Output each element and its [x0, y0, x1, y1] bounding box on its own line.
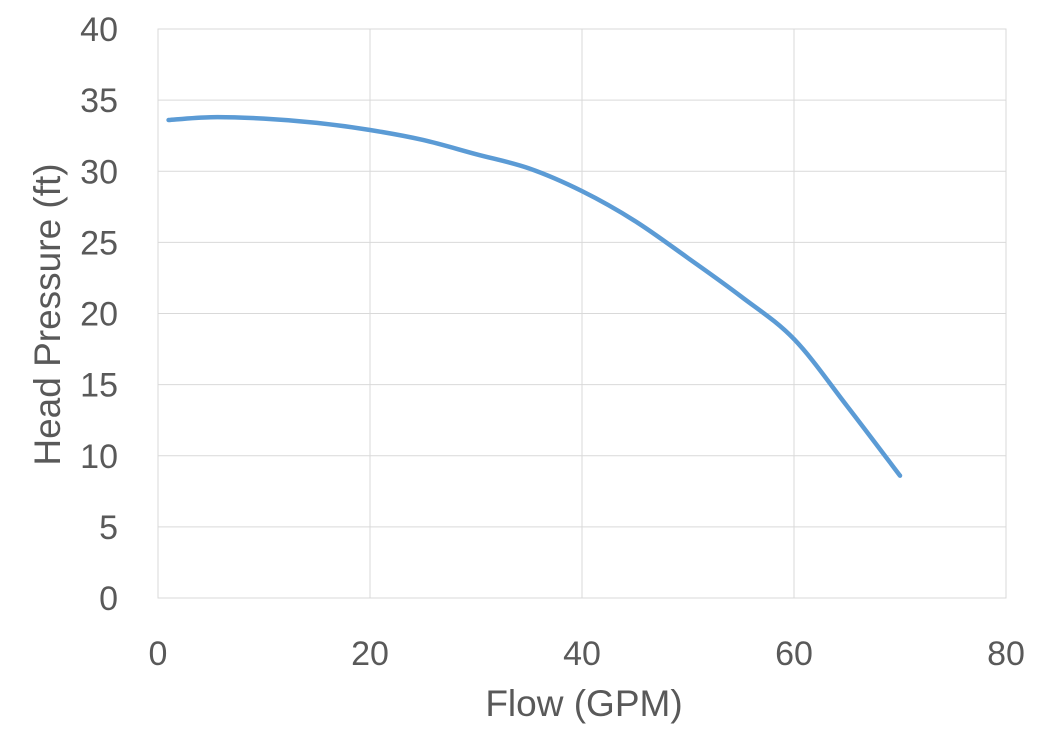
x-tick-label: 40	[563, 635, 601, 673]
y-tick-label: 5	[99, 509, 118, 547]
series-line-1	[166, 114, 903, 478]
x-tick-label: 0	[149, 635, 168, 673]
x-tick-label: 20	[351, 635, 389, 673]
x-tick-label: 80	[987, 635, 1025, 673]
y-tick-label: 15	[80, 367, 118, 405]
x-axis-tick-labels: 0 20 40 60 80	[149, 635, 1025, 673]
y-tick-label: 35	[80, 82, 118, 120]
y-tick-label: 20	[80, 296, 118, 334]
y-tick-label: 40	[80, 11, 118, 49]
y-axis-tick-labels: 0 5 10 15 20 25 30 35 40	[80, 11, 118, 618]
series-layer	[166, 114, 903, 478]
plot-area-border	[157, 28, 1007, 599]
x-tick-label: 60	[775, 635, 813, 673]
y-tick-label: 25	[80, 224, 118, 262]
x-axis-title: Flow (GPM)	[485, 683, 682, 724]
y-axis-title: Head Pressure (ft)	[27, 163, 68, 465]
y-tick-label: 0	[99, 580, 118, 618]
y-tick-label: 30	[80, 153, 118, 191]
y-tick-label: 10	[80, 438, 118, 476]
